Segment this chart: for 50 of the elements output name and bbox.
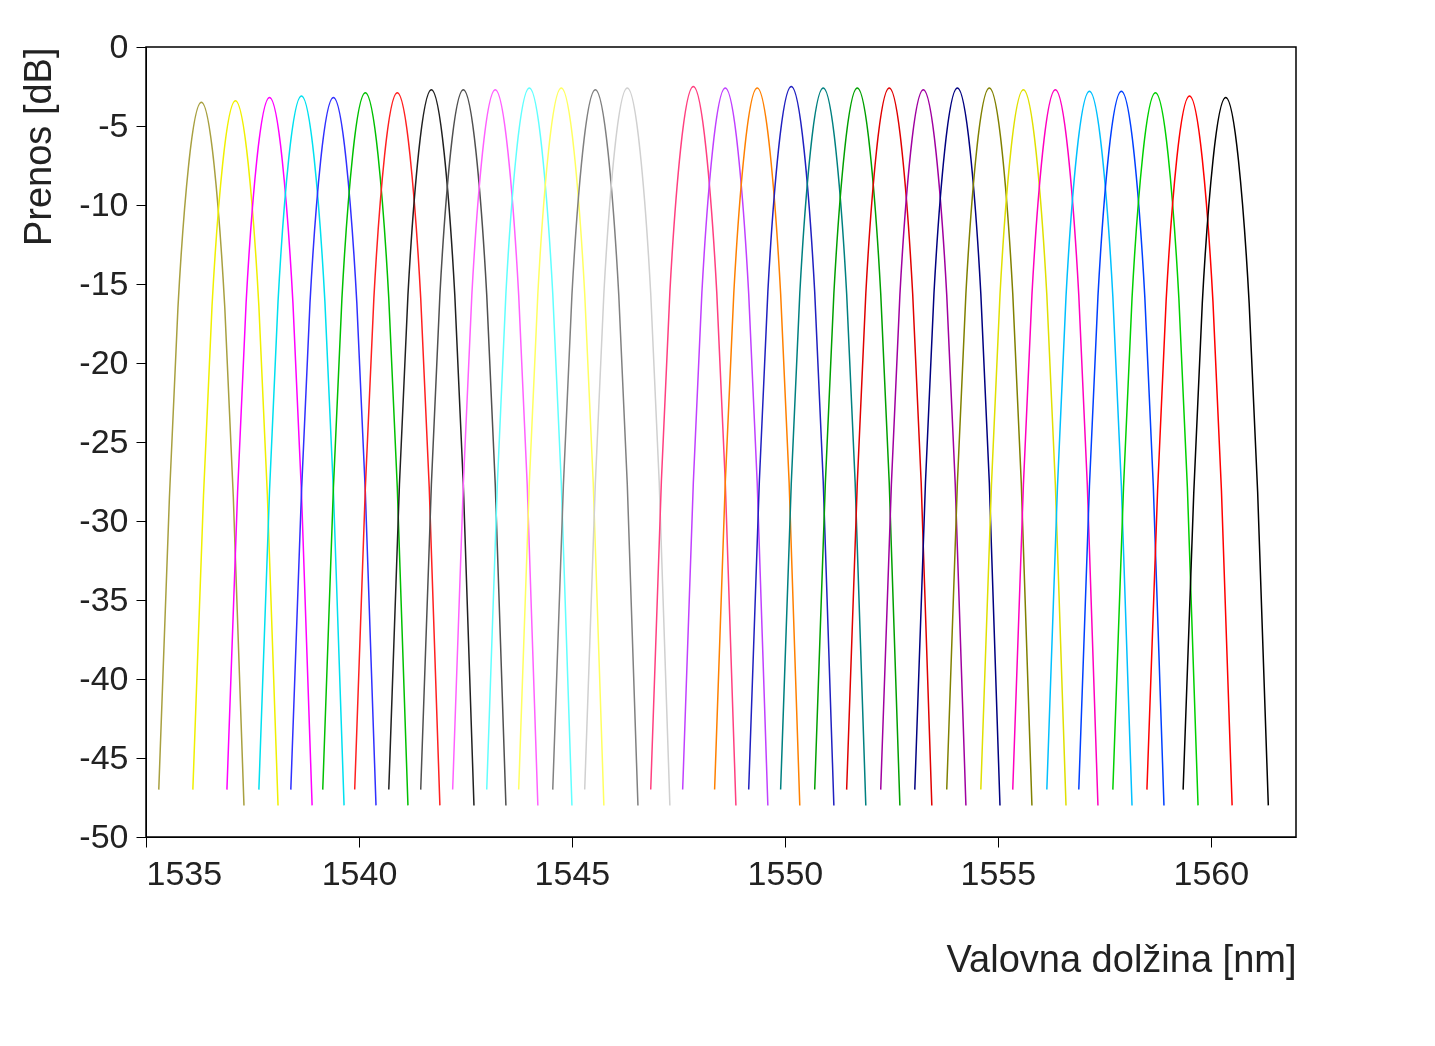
line-series xyxy=(451,88,539,807)
line-series xyxy=(1146,95,1233,807)
line-series xyxy=(713,87,801,807)
x-tick-label: 1540 xyxy=(321,853,398,892)
line-series xyxy=(980,88,1067,807)
line-series xyxy=(192,99,279,807)
y-tick-label: -50 xyxy=(79,816,129,855)
line-series xyxy=(485,87,573,807)
line-series xyxy=(290,96,377,807)
line-series xyxy=(419,88,507,807)
line-series xyxy=(158,101,245,807)
y-tick-label: -5 xyxy=(98,105,129,144)
y-axis-title: Prenos [dB] xyxy=(17,47,60,247)
line-series xyxy=(681,87,769,807)
y-tick-label: -45 xyxy=(79,737,129,776)
y-tick-label: -40 xyxy=(79,658,129,697)
line-series xyxy=(517,87,605,807)
line-series xyxy=(1012,88,1099,807)
line-series xyxy=(226,96,313,807)
line-series xyxy=(388,88,475,807)
x-tick-label: 1550 xyxy=(747,853,824,892)
line-series xyxy=(845,87,933,807)
line-series xyxy=(552,88,639,807)
x-tick-label: 1535 xyxy=(146,853,223,892)
line-series xyxy=(747,85,835,807)
line-series xyxy=(322,92,409,807)
line-series xyxy=(945,87,1033,807)
y-tick-label: -15 xyxy=(79,263,129,302)
line-series xyxy=(583,87,671,807)
y-tick-label: -30 xyxy=(79,500,129,539)
line-series xyxy=(1112,92,1199,807)
line-series xyxy=(879,88,967,807)
line-series xyxy=(1078,90,1165,807)
y-tick-label: -25 xyxy=(79,421,129,460)
line-series xyxy=(258,95,345,807)
y-tick-label: -10 xyxy=(79,184,129,223)
line-series xyxy=(914,87,1001,807)
x-tick-label: 1555 xyxy=(960,853,1037,892)
x-tick-label: 1545 xyxy=(534,853,611,892)
line-series xyxy=(1182,96,1270,807)
line-series xyxy=(779,87,867,807)
y-tick-label: -35 xyxy=(79,579,129,618)
line-series xyxy=(353,92,441,807)
line-series xyxy=(649,85,737,807)
line-series xyxy=(1046,90,1133,807)
y-tick-label: 0 xyxy=(109,26,129,65)
line-series xyxy=(813,87,901,807)
x-axis-title: Valovna dolžina [nm] xyxy=(946,937,1297,980)
y-tick-label: -20 xyxy=(79,342,129,381)
x-tick-label: 1560 xyxy=(1173,853,1250,892)
